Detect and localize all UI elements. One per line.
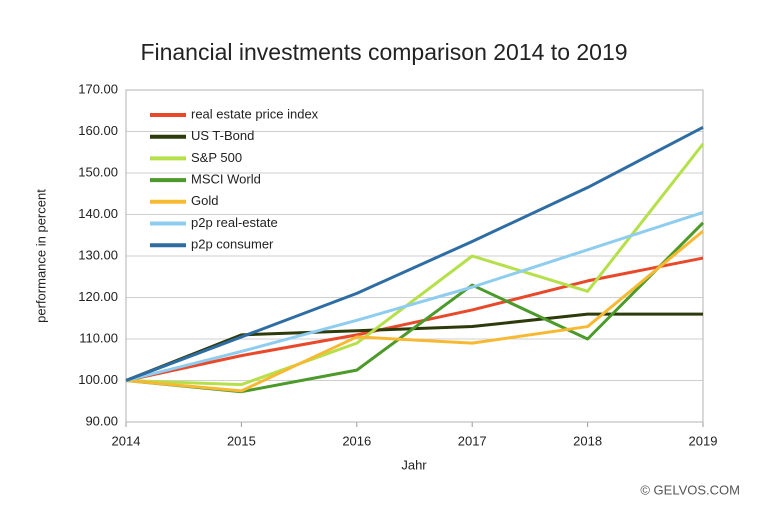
credit: © GELVOS.COM: [640, 482, 740, 497]
y-axis-label: performance in percent: [33, 189, 48, 323]
x-axis-label: Jahr: [401, 457, 427, 472]
legend-label: Gold: [191, 193, 218, 208]
x-tick-label: 2016: [342, 433, 371, 448]
x-tick-label: 2015: [227, 433, 256, 448]
x-tick-label: 2019: [689, 433, 718, 448]
plot-frame: [125, 89, 704, 423]
legend-label: real estate price index: [191, 106, 319, 121]
series-line: [125, 210, 704, 382]
y-tick-label: 120.00: [78, 289, 118, 304]
y-tick-label: 90.00: [85, 413, 118, 428]
y-tick-label: 160.00: [78, 123, 118, 138]
chart-title: Financial investments comparison 2014 to…: [140, 39, 627, 65]
x-tick-label: 2014: [112, 433, 141, 448]
y-tick-label: 150.00: [78, 164, 118, 179]
legend-label: p2p real-estate: [191, 215, 278, 230]
legend-label: S&P 500: [191, 150, 242, 165]
y-tick-label: 130.00: [78, 247, 118, 262]
series-line: [125, 256, 704, 382]
y-tick-label: 140.00: [78, 206, 118, 221]
legend-label: p2p consumer: [191, 237, 274, 252]
y-tick-label: 110.00: [79, 330, 118, 345]
legend-label: MSCI World: [191, 172, 261, 187]
series-line: [125, 229, 704, 393]
y-tick-label: 100.00: [78, 372, 118, 387]
series-line: [125, 143, 705, 387]
y-tick-label: 170.00: [78, 81, 118, 96]
legend-label: US T-Bond: [191, 128, 254, 143]
series-line: [125, 126, 704, 382]
x-tick-label: 2018: [573, 433, 602, 448]
x-tick-label: 2017: [458, 433, 487, 448]
